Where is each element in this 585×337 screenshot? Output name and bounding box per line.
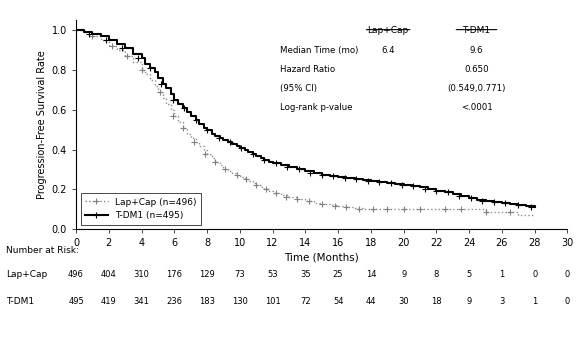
Text: T-DM1: T-DM1	[6, 297, 34, 306]
Text: 18: 18	[431, 297, 442, 306]
Text: Lap+Cap: Lap+Cap	[367, 27, 409, 35]
Text: T-DM1: T-DM1	[463, 27, 491, 35]
Text: Log-rank p-value: Log-rank p-value	[280, 103, 353, 112]
Text: Hazard Ratio: Hazard Ratio	[280, 65, 335, 74]
Text: 0: 0	[532, 270, 537, 279]
Text: 341: 341	[133, 297, 150, 306]
Text: 9: 9	[467, 297, 472, 306]
Text: 310: 310	[133, 270, 150, 279]
Text: 0: 0	[565, 270, 570, 279]
Text: 25: 25	[333, 270, 343, 279]
Text: 44: 44	[366, 297, 376, 306]
Text: 176: 176	[166, 270, 183, 279]
Text: (0.549,0.771): (0.549,0.771)	[448, 84, 505, 93]
Text: 101: 101	[265, 297, 280, 306]
Text: 9: 9	[401, 270, 406, 279]
Text: 35: 35	[300, 270, 311, 279]
Text: 0: 0	[565, 297, 570, 306]
Text: 73: 73	[235, 270, 245, 279]
Text: 419: 419	[101, 297, 116, 306]
Text: Number at Risk:: Number at Risk:	[6, 246, 79, 255]
Text: 9.6: 9.6	[470, 47, 483, 55]
Text: 1: 1	[500, 270, 504, 279]
Y-axis label: Progression-Free Survival Rate: Progression-Free Survival Rate	[37, 50, 47, 199]
Text: 495: 495	[68, 297, 84, 306]
Text: 53: 53	[267, 270, 278, 279]
Text: 0.650: 0.650	[464, 65, 489, 74]
Text: 404: 404	[101, 270, 116, 279]
Text: 14: 14	[366, 270, 376, 279]
Text: <.0001: <.0001	[460, 103, 493, 112]
X-axis label: Time (Months): Time (Months)	[284, 252, 359, 262]
Text: Lap+Cap: Lap+Cap	[6, 270, 47, 279]
Text: 129: 129	[199, 270, 215, 279]
Text: 130: 130	[232, 297, 248, 306]
Text: 54: 54	[333, 297, 343, 306]
Legend: Lap+Cap (n=496), T-DM1 (n=495): Lap+Cap (n=496), T-DM1 (n=495)	[81, 193, 201, 225]
Text: 5: 5	[467, 270, 472, 279]
Text: (95% CI): (95% CI)	[280, 84, 317, 93]
Text: 6.4: 6.4	[381, 47, 395, 55]
Text: 1: 1	[532, 297, 537, 306]
Text: 183: 183	[199, 297, 215, 306]
Text: 496: 496	[68, 270, 84, 279]
Text: 8: 8	[433, 270, 439, 279]
Text: 72: 72	[300, 297, 311, 306]
Text: Median Time (mo): Median Time (mo)	[280, 47, 359, 55]
Text: 236: 236	[166, 297, 183, 306]
Text: 30: 30	[398, 297, 409, 306]
Text: 3: 3	[499, 297, 505, 306]
